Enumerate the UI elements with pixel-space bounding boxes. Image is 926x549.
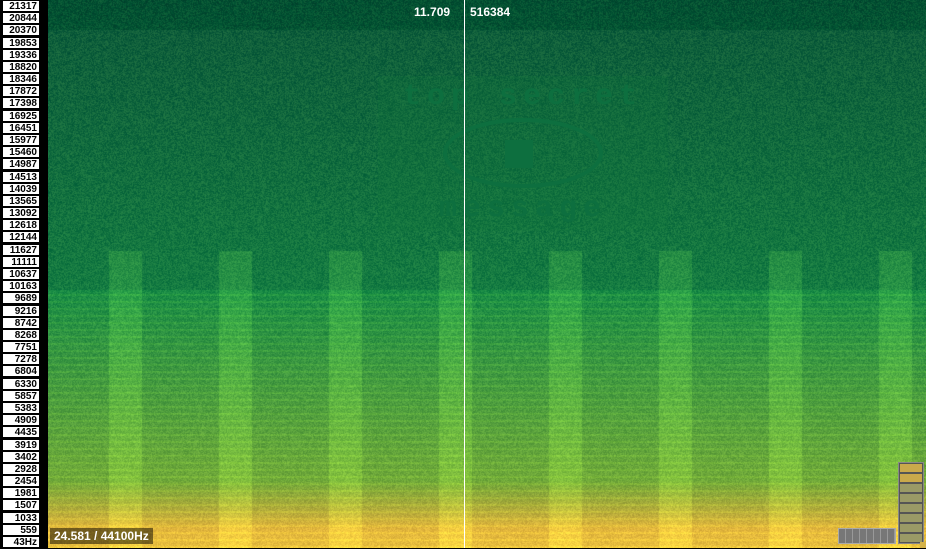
freq-label: 15460 — [2, 146, 40, 158]
freq-label: 6330 — [2, 378, 40, 390]
vu-scale — [838, 528, 896, 544]
watermark-top-text: top secret — [378, 80, 668, 114]
freq-label: 3919 — [2, 439, 40, 451]
freq-label: 18820 — [2, 61, 40, 73]
status-bar: 24.581 / 44100Hz — [50, 528, 153, 544]
freq-label: 21317 — [2, 0, 40, 12]
freq-label: 9689 — [2, 292, 40, 304]
vu-segment — [900, 464, 922, 472]
freq-label: 10163 — [2, 280, 40, 292]
vu-segment — [900, 524, 922, 532]
freq-label: 14513 — [2, 171, 40, 183]
freq-label: 12618 — [2, 219, 40, 231]
hidden-watermark: top secret message — [378, 76, 668, 231]
freq-label: 3402 — [2, 451, 40, 463]
freq-label: 7751 — [2, 341, 40, 353]
freq-label: 5383 — [2, 402, 40, 414]
freq-label: 11111 — [2, 256, 40, 268]
freq-label: 12144 — [2, 231, 40, 243]
freq-label: 17872 — [2, 85, 40, 97]
freq-label: 18346 — [2, 73, 40, 85]
time-readout: 11.709 — [414, 5, 450, 19]
vu-segment — [900, 504, 922, 512]
freq-label: 14987 — [2, 158, 40, 170]
freq-label: 19853 — [2, 37, 40, 49]
freq-label: 16451 — [2, 122, 40, 134]
frequency-axis: 2131720844203701985319336188201834617872… — [0, 0, 48, 548]
spectrogram-view[interactable]: top secret message 11.709 516384 — [48, 0, 926, 548]
vu-meter — [898, 462, 924, 544]
freq-label: 11627 — [2, 244, 40, 256]
freq-label: 19336 — [2, 49, 40, 61]
freq-label: 8268 — [2, 329, 40, 341]
freq-label: 16925 — [2, 110, 40, 122]
freq-label: 4435 — [2, 426, 40, 438]
freq-label: 17398 — [2, 97, 40, 109]
vu-segment — [900, 484, 922, 492]
freq-label: 10637 — [2, 268, 40, 280]
watermark-eye-icon — [443, 118, 603, 188]
vu-segment — [900, 474, 922, 482]
vu-segment — [900, 494, 922, 502]
vu-segment — [900, 514, 922, 522]
vu-segment — [900, 534, 922, 542]
vu-peak-indicator — [920, 542, 926, 548]
freq-label: 4909 — [2, 414, 40, 426]
freq-label: 5857 — [2, 390, 40, 402]
freq-label: 1507 — [2, 499, 40, 511]
freq-label: 43Hz — [2, 536, 40, 548]
freq-label: 1033 — [2, 512, 40, 524]
freq-label: 7278 — [2, 353, 40, 365]
freq-label: 2454 — [2, 475, 40, 487]
freq-label: 559 — [2, 524, 40, 536]
freq-label: 6804 — [2, 365, 40, 377]
watermark-bottom-text: message — [378, 192, 668, 226]
freq-label: 20844 — [2, 12, 40, 24]
freq-label: 2928 — [2, 463, 40, 475]
freq-label: 13565 — [2, 195, 40, 207]
freq-label: 15977 — [2, 134, 40, 146]
freq-label: 8742 — [2, 317, 40, 329]
samples-readout: 516384 — [470, 5, 510, 19]
playhead-cursor[interactable] — [464, 0, 465, 548]
freq-label: 14039 — [2, 183, 40, 195]
freq-label: 9216 — [2, 305, 40, 317]
freq-label: 1981 — [2, 487, 40, 499]
freq-label: 13092 — [2, 207, 40, 219]
freq-label: 20370 — [2, 24, 40, 36]
